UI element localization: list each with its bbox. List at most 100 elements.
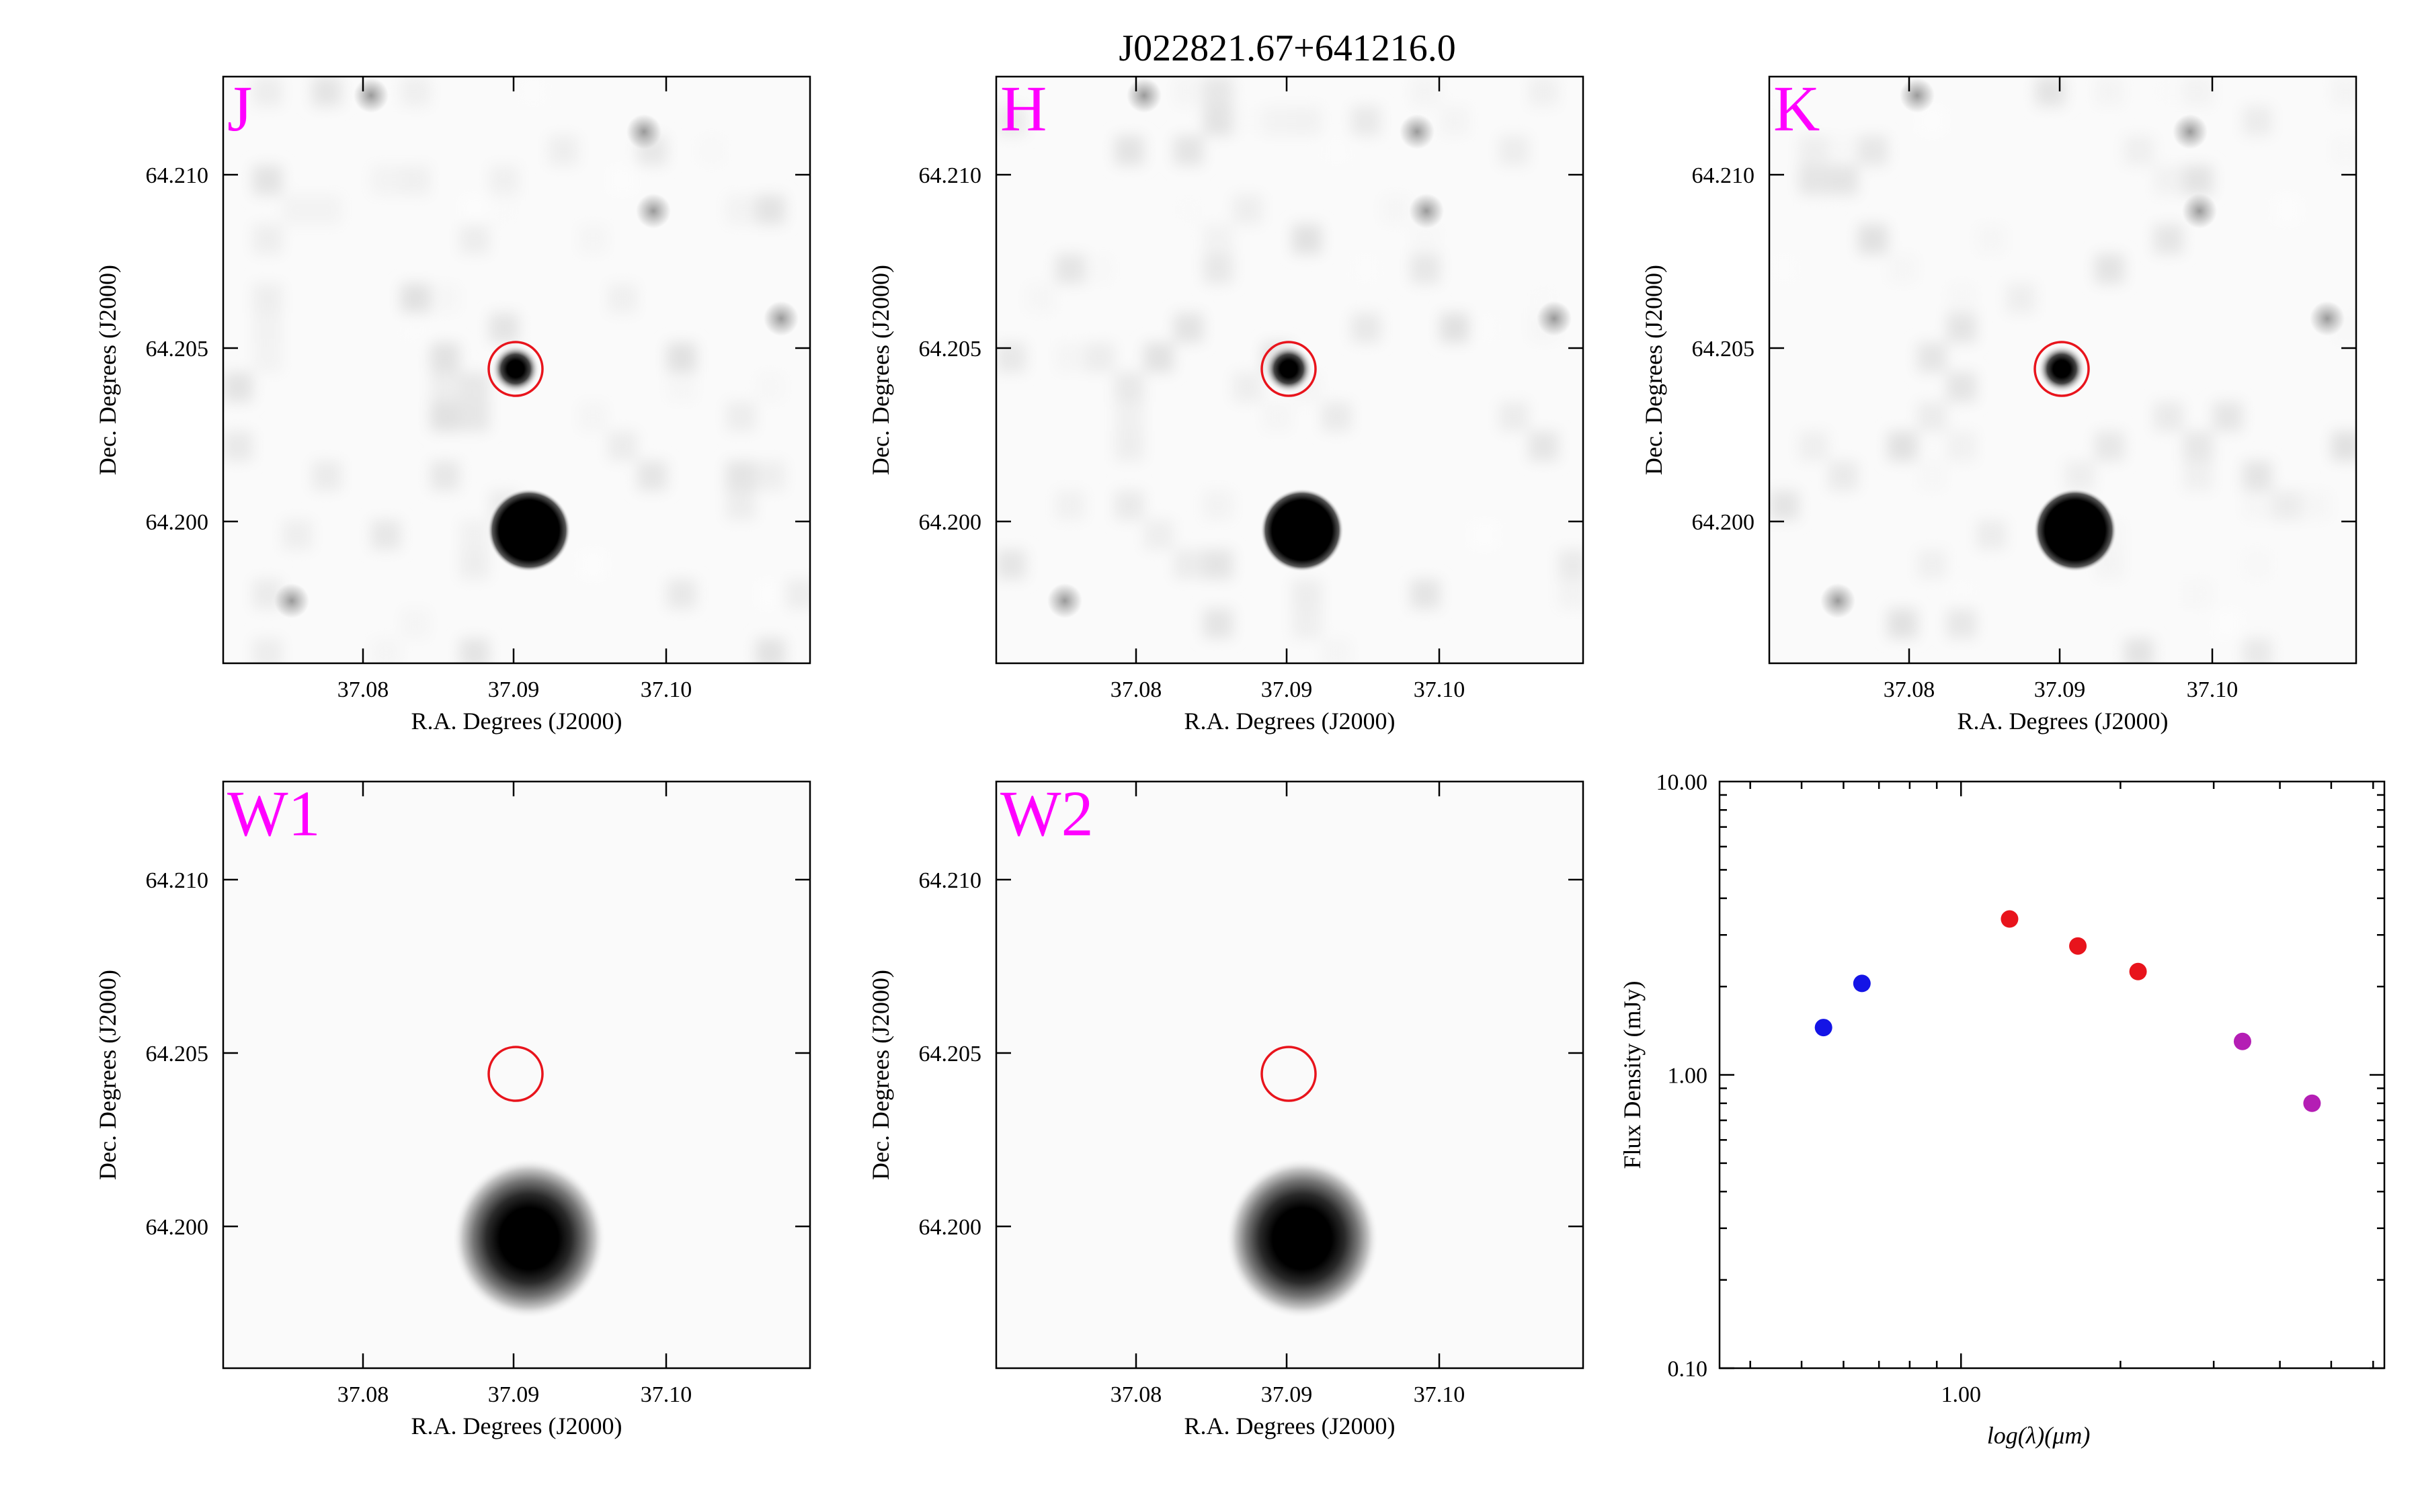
faint-star bbox=[1409, 194, 1444, 228]
x-tick-label: 37.10 bbox=[1414, 1382, 1465, 1407]
faint-star bbox=[627, 114, 661, 149]
y-tick-label: 64.205 bbox=[919, 337, 982, 362]
panel-frame bbox=[995, 75, 1584, 665]
panel-w1: 37.08 37.09 37.10 64.210 64.205 64.200 R.A. De… bbox=[94, 778, 811, 1439]
bright-star bbox=[1260, 489, 1344, 572]
data-point bbox=[2001, 910, 2019, 928]
x-tick-label: 37.10 bbox=[641, 1382, 692, 1407]
y-tick-label: 64.210 bbox=[146, 163, 209, 188]
data-point bbox=[1814, 1019, 1832, 1037]
x-axis-label: R.A. Degrees (J2000) bbox=[411, 708, 622, 734]
x-tick-label: 37.10 bbox=[2187, 677, 2238, 702]
panel-image bbox=[996, 782, 1583, 1368]
panel-image bbox=[996, 77, 1583, 663]
x-axis-label: log(λ)(μm) bbox=[1987, 1422, 2091, 1449]
faint-star bbox=[274, 583, 309, 618]
x-tick-label: 1.00 bbox=[1941, 1382, 1981, 1407]
band-label: K bbox=[1773, 73, 1820, 144]
y-tick-label: 64.205 bbox=[146, 1042, 209, 1066]
panel-image bbox=[223, 77, 810, 663]
y-tick-label: 1.00 bbox=[1668, 1064, 1708, 1089]
figure-title: J022821.67+641216.0 bbox=[1119, 28, 1455, 69]
y-axis-label: Flux Density (mJy) bbox=[1619, 980, 1646, 1169]
faint-star bbox=[636, 194, 671, 228]
target-circle bbox=[2033, 341, 2090, 397]
y-tick-label: 64.210 bbox=[1692, 163, 1755, 188]
x-tick-label: 37.09 bbox=[2034, 677, 2086, 702]
x-tick-label: 37.09 bbox=[1261, 1382, 1313, 1407]
x-tick-label: 37.09 bbox=[488, 677, 540, 702]
band-label: H bbox=[1000, 73, 1047, 144]
panel-noise bbox=[223, 77, 810, 663]
data-point bbox=[2233, 1032, 2251, 1050]
data-point bbox=[2069, 937, 2087, 955]
y-tick-label: 0.10 bbox=[1668, 1357, 1708, 1382]
panel-frame bbox=[222, 75, 811, 665]
panel-image bbox=[223, 782, 810, 1368]
panel-frame bbox=[1768, 75, 2357, 665]
sed-frame bbox=[1718, 780, 2386, 1370]
y-axis-label: Dec. Degrees (J2000) bbox=[1640, 265, 1667, 475]
target-circle bbox=[1260, 341, 1317, 397]
y-axis-label: Dec. Degrees (J2000) bbox=[94, 265, 121, 475]
target-source bbox=[491, 345, 540, 393]
data-point bbox=[1853, 974, 1871, 993]
band-label: W1 bbox=[227, 778, 321, 849]
y-tick-label: 64.200 bbox=[1692, 510, 1755, 535]
target-circle bbox=[487, 1046, 544, 1102]
panel-frame bbox=[995, 780, 1584, 1370]
x-tick-label: 37.08 bbox=[1884, 677, 1935, 702]
panel-noise bbox=[996, 77, 1583, 663]
faint-star bbox=[354, 78, 389, 113]
x-tick-label: 37.10 bbox=[1414, 677, 1465, 702]
bright-star bbox=[452, 1158, 606, 1319]
y-tick-label: 64.205 bbox=[919, 1042, 982, 1066]
bright-star bbox=[487, 489, 571, 572]
target-circle bbox=[1260, 1046, 1317, 1102]
x-tick-label: 37.08 bbox=[337, 1382, 389, 1407]
panel-j: 37.08 37.09 37.10 64.210 64.205 64.200 R.A. De… bbox=[94, 73, 811, 734]
panel-w2: 37.08 37.09 37.10 64.210 64.205 64.200 R.A. De… bbox=[867, 778, 1584, 1439]
y-tick-label: 64.205 bbox=[146, 337, 209, 362]
y-tick-label: 64.200 bbox=[146, 510, 209, 535]
y-axis-label: Dec. Degrees (J2000) bbox=[94, 970, 121, 1180]
x-tick-label: 37.09 bbox=[488, 1382, 540, 1407]
faint-star bbox=[1047, 583, 1082, 618]
panel-frame bbox=[222, 780, 811, 1370]
faint-star bbox=[1127, 78, 1162, 113]
target-source bbox=[2038, 345, 2086, 393]
x-tick-label: 37.08 bbox=[1111, 1382, 1162, 1407]
y-tick-label: 10.00 bbox=[1656, 770, 1708, 795]
y-tick-label: 64.200 bbox=[919, 1215, 982, 1240]
panel-h: 37.08 37.09 37.10 64.210 64.205 64.200 R.A. De… bbox=[867, 73, 1584, 734]
bright-star bbox=[2033, 489, 2117, 572]
faint-star bbox=[1400, 114, 1435, 149]
y-tick-label: 64.200 bbox=[919, 510, 982, 535]
x-axis-label: R.A. Degrees (J2000) bbox=[1958, 708, 2169, 734]
panel-noise bbox=[1769, 77, 2356, 663]
band-label: J bbox=[227, 73, 252, 144]
y-axis-label: Dec. Degrees (J2000) bbox=[867, 970, 894, 1180]
faint-star bbox=[1900, 78, 1935, 113]
y-tick-label: 64.210 bbox=[919, 868, 982, 893]
band-label: W2 bbox=[1000, 778, 1094, 849]
faint-star bbox=[2182, 194, 2217, 228]
data-point bbox=[2303, 1094, 2321, 1112]
y-axis-label: Dec. Degrees (J2000) bbox=[867, 265, 894, 475]
x-tick-label: 37.08 bbox=[337, 677, 389, 702]
x-tick-label: 37.08 bbox=[1111, 677, 1162, 702]
faint-star bbox=[2310, 301, 2345, 336]
panel-image bbox=[1769, 77, 2356, 663]
panel-k: 37.08 37.09 37.10 64.210 64.205 64.200 R.A. De… bbox=[1640, 73, 2357, 734]
y-tick-label: 64.210 bbox=[146, 868, 209, 893]
target-source bbox=[1264, 345, 1313, 393]
bright-star bbox=[1225, 1158, 1379, 1319]
target-circle bbox=[487, 341, 544, 397]
x-tick-label: 37.10 bbox=[641, 677, 692, 702]
faint-star bbox=[764, 301, 799, 336]
x-axis-label: R.A. Degrees (J2000) bbox=[1184, 1413, 1396, 1439]
faint-star bbox=[1537, 301, 1572, 336]
x-tick-label: 37.09 bbox=[1261, 677, 1313, 702]
